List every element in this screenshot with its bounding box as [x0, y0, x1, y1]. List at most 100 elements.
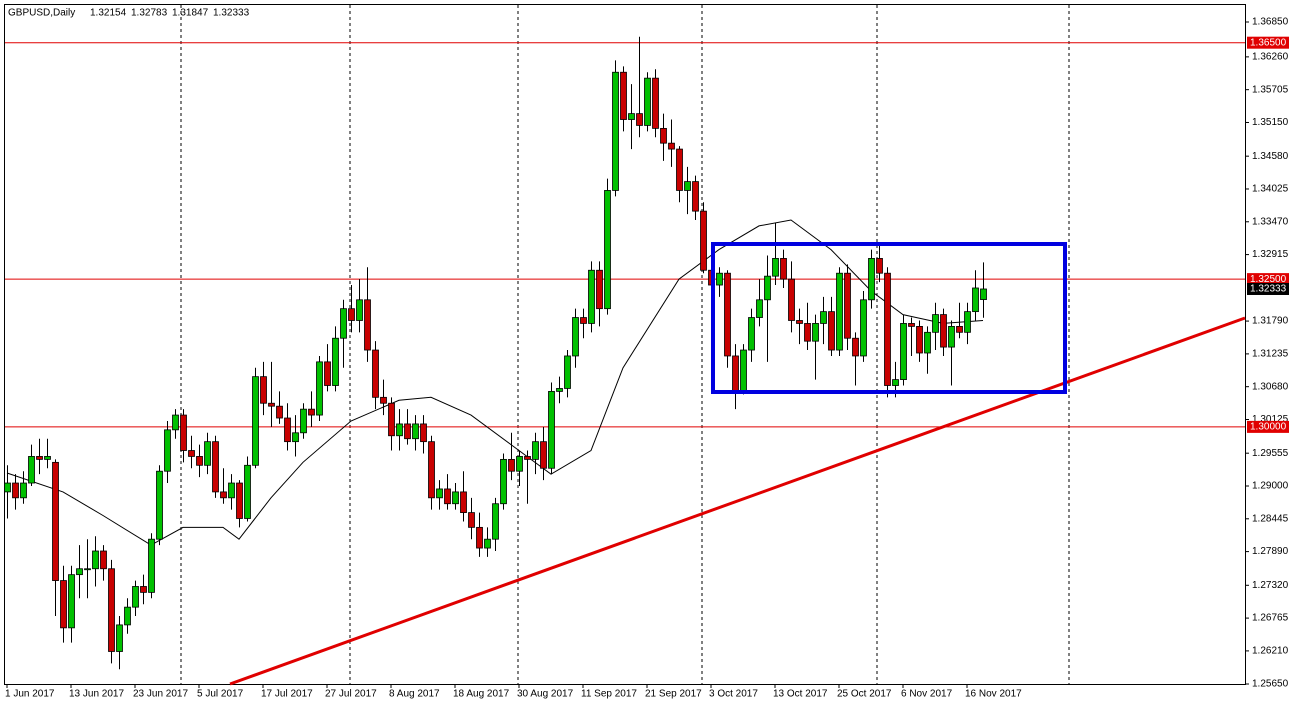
candle-body [508, 458, 515, 472]
x-tick-label: 6 Nov 2017 [901, 689, 953, 700]
x-tick-label: 13 Jun 2017 [69, 689, 124, 700]
x-tick-label: 17 Jul 2017 [261, 689, 313, 700]
candle-body [564, 355, 571, 389]
candle-body [948, 326, 955, 348]
candle-body [196, 456, 203, 466]
candle-body [300, 408, 307, 434]
candle-body [940, 314, 947, 348]
y-tick-label: 1.29555 [1252, 448, 1289, 459]
candle-body [140, 586, 147, 593]
candle-body [108, 568, 115, 652]
level-label-box [1247, 420, 1289, 433]
candle-body [444, 488, 451, 505]
y-tick-label: 1.28445 [1252, 513, 1289, 524]
candle-body [756, 299, 763, 318]
x-tick-label: 13 Oct 2017 [773, 689, 828, 700]
candle-body [428, 441, 435, 499]
candle-body [740, 349, 747, 392]
x-tick-label: 21 Sep 2017 [645, 689, 702, 700]
range-box [711, 242, 1067, 394]
candle-body [28, 456, 35, 484]
candle-body [636, 113, 643, 126]
y-tick-label: 1.35150 [1252, 117, 1289, 128]
candle-body [692, 181, 699, 212]
candle-body [860, 299, 867, 357]
candle-body [180, 414, 187, 451]
header-value: 1.31847 [172, 8, 209, 19]
candle-body [668, 142, 675, 150]
candle-body [548, 391, 555, 469]
candles [4, 36, 987, 670]
price-label: 1.32333 [1250, 284, 1287, 295]
candle-body [460, 491, 467, 513]
candle-body [412, 423, 419, 440]
candle-body [532, 441, 539, 460]
x-tick-label: 1 Jun 2017 [5, 689, 55, 700]
candle-body [820, 311, 827, 324]
x-tick-label: 23 Jun 2017 [133, 689, 188, 700]
candle-body [188, 450, 195, 457]
candle-body [524, 456, 531, 460]
candle-body [124, 606, 131, 626]
levels [5, 42, 1245, 428]
y-tick-label: 1.27890 [1252, 546, 1289, 557]
candle-body [868, 258, 875, 301]
candle-body [12, 482, 19, 499]
candle-body [684, 181, 691, 191]
y-tick-label: 1.30680 [1252, 381, 1289, 392]
candle-body [420, 423, 427, 443]
plot-frame [4, 4, 1246, 685]
candle-body [132, 586, 139, 608]
candle-body [172, 414, 179, 431]
candle-body [596, 269, 603, 310]
candle-body [340, 308, 347, 339]
header-value: 1.32333 [213, 8, 250, 19]
candle-body [660, 127, 667, 144]
candle-body [620, 71, 627, 120]
candle-body [716, 272, 723, 286]
candle-body [676, 148, 683, 191]
candle-body [900, 323, 907, 380]
x-tick-label: 27 Jul 2017 [325, 689, 377, 700]
candle-body [44, 456, 51, 460]
candle-body [244, 464, 251, 519]
y-tick-label: 1.27320 [1252, 580, 1289, 591]
y-tick-label: 1.26210 [1252, 646, 1289, 657]
candle-body [204, 441, 211, 466]
candle-body [964, 311, 971, 333]
trend-line [229, 316, 1246, 686]
candle-body [292, 432, 299, 443]
header-values: 1.32154 1.32783 1.31847 1.32333 [90, 8, 250, 19]
candle-body [252, 376, 259, 466]
candle-body [284, 417, 291, 443]
period-separators [180, 5, 1070, 684]
x-tick-label: 3 Oct 2017 [709, 689, 758, 700]
candle-body [972, 287, 979, 313]
candle-body [876, 258, 883, 274]
candle-body [572, 317, 579, 357]
candle-body [36, 456, 43, 460]
candle-body [604, 190, 611, 310]
symbol: GBPUSD,Daily [8, 8, 75, 19]
candle-body [828, 311, 835, 351]
candle-body [348, 308, 355, 321]
candle-body [324, 361, 331, 386]
candle-body [156, 470, 163, 540]
candle-body [764, 275, 771, 301]
header-value: 1.32154 [90, 8, 127, 19]
level-label: 1.30000 [1250, 422, 1287, 433]
candle-body [500, 458, 507, 505]
candle-body [892, 379, 899, 386]
candle-body [276, 405, 283, 419]
y-tick-label: 1.34580 [1252, 151, 1289, 162]
candle-body [228, 482, 235, 499]
candle-body [116, 624, 123, 652]
candle-body [652, 77, 659, 129]
y-tick-label: 1.26765 [1252, 613, 1289, 624]
level-label: 1.36500 [1250, 37, 1287, 48]
x-tick-label: 8 Aug 2017 [389, 689, 440, 700]
candle-body [20, 482, 27, 499]
candle-body [332, 337, 339, 386]
axis: 1.36850 1.36260 1.35705 1.35150 1.34580 1.340… [5, 17, 1289, 700]
candle-body [588, 269, 595, 324]
